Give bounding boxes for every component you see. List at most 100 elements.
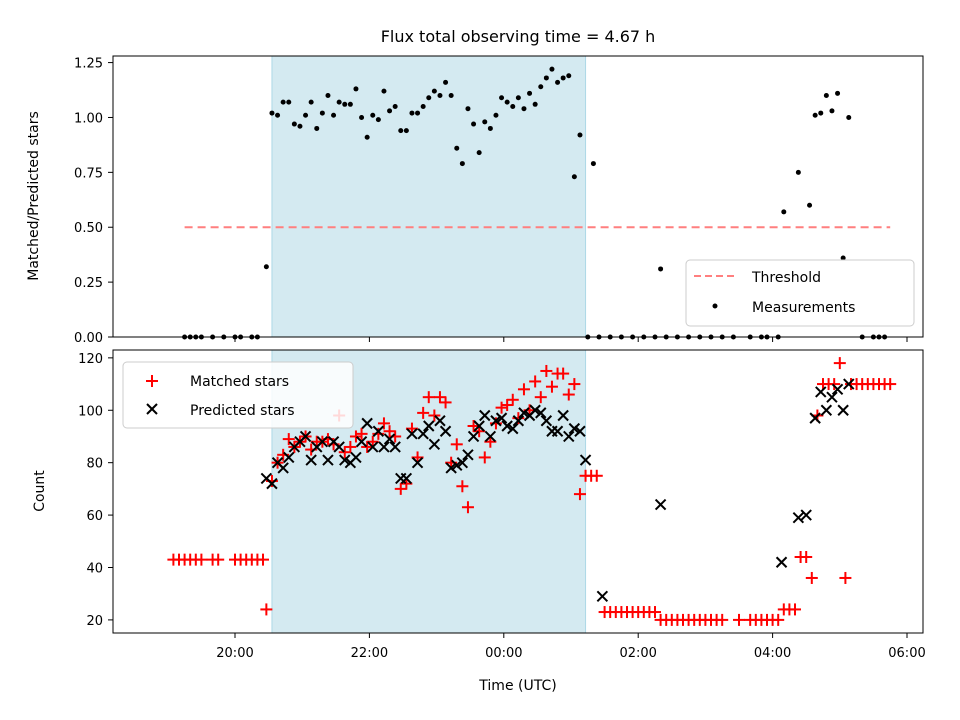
predicted-point-b [367,441,379,453]
measurement-point [543,75,549,81]
predicted-point-b [445,462,457,474]
matched-point [456,480,469,493]
measurement-point [835,90,841,96]
matched-point [506,393,519,406]
predicted-point [400,472,413,485]
predicted-point [389,441,401,453]
predicted-point [439,425,452,437]
predicted-point [316,436,329,448]
measurement-point [375,117,381,123]
measurement-point [426,95,432,101]
predicted-point [535,407,547,419]
top-panel: 0.00 0.25 0.50 0.75 1.00 1.25 Flux total obse… [26,27,924,346]
predicted-point-b [490,415,502,427]
matched-point [800,551,813,564]
predicted-point [579,454,592,466]
measurement-point [571,174,577,180]
predicted-point-b [260,472,273,485]
measurement-point [829,108,835,114]
bottom-y-tick-label: 120 [78,352,103,367]
predicted-point [512,415,525,427]
predicted-point-b [350,451,362,464]
top-y-axis: 0.00 0.25 0.50 0.75 1.00 1.25 [74,57,113,346]
predicted-point-b [372,425,385,437]
measurement-point [515,95,521,101]
predicted-point-b [568,422,581,435]
predicted-point [333,441,345,453]
predicted-point-b [428,438,441,451]
predicted-point-b [551,425,564,437]
predicted-point [775,556,788,568]
measurement-point [493,112,499,118]
bottom-y-axis-label: Count [32,470,48,512]
matched-point [195,553,208,566]
bottom-x-axis: 20:00 22:00 00:00 02:00 04:00 06:00 [216,633,926,661]
predicted-point-b [473,420,485,432]
predicted-point-b [826,391,838,403]
matched-point [517,383,530,396]
measurement-point [347,101,353,107]
predicted-point-b [843,378,855,390]
matched-point [772,613,785,626]
predicted-point-b [467,430,480,443]
predicted-point-b [809,412,821,424]
matched-point [422,391,435,404]
matched-point [573,488,586,501]
predicted-point-b [501,420,513,432]
predicted-point [809,412,821,424]
measurement-point [269,110,275,116]
predicted-point-b [529,404,541,416]
predicted-point [423,420,435,432]
predicted-point [501,420,513,432]
measurement-point [359,114,365,120]
bottom-y-tick-label: 60 [86,509,103,524]
predicted-point [518,407,530,419]
predicted-point-b [512,415,525,427]
measurement-point [577,132,583,138]
bottom-y-tick-label: 40 [86,561,103,576]
predicted-point-b [557,409,569,422]
legend-threshold-label: Threshold [751,270,821,286]
top-plot-frame [112,55,924,338]
bottom-marks [167,357,897,626]
predicted-point-b [406,428,418,440]
legend-matched-label: Matched stars [190,374,289,390]
bottom-legend: Matched stars Predicted stars [122,361,354,429]
predicted-point [529,404,541,416]
measurement-point [331,112,337,118]
matched-point [361,440,374,453]
measurement-point [504,99,510,105]
bottom-y-tick-label: 100 [78,404,103,419]
predicted-point [473,420,485,432]
measurement-point [437,93,443,99]
predicted-point-b [322,454,334,466]
measurement-point [807,202,813,208]
predicted-point-b [283,451,295,464]
predicted-point [831,383,844,396]
predicted-point-b [820,404,833,416]
matched-point [590,469,603,482]
measurement-point [812,112,818,118]
measurement-point [476,150,482,156]
predicted-point-b [654,498,667,511]
matched-point [260,603,273,616]
matched-point [501,399,514,412]
measurement-point [658,266,664,272]
predicted-point-b [451,459,463,472]
predicted-point [445,462,457,474]
predicted-point [568,422,581,435]
matched-point [789,603,801,616]
measurement-point [590,161,596,167]
measurement-point [314,125,320,131]
predicted-point [792,511,805,524]
measurement-point [549,66,555,72]
predicted-point [283,451,295,464]
matched-point [461,501,474,514]
measurement-point [415,110,421,116]
top-y-tick-label: 0.50 [74,221,103,236]
top-chart-title: Flux total observing time = 4.67 h [381,27,656,46]
predicted-point [339,454,351,466]
predicted-point [837,404,849,416]
measurement-point [510,103,516,109]
predicted-point-b [831,383,844,396]
